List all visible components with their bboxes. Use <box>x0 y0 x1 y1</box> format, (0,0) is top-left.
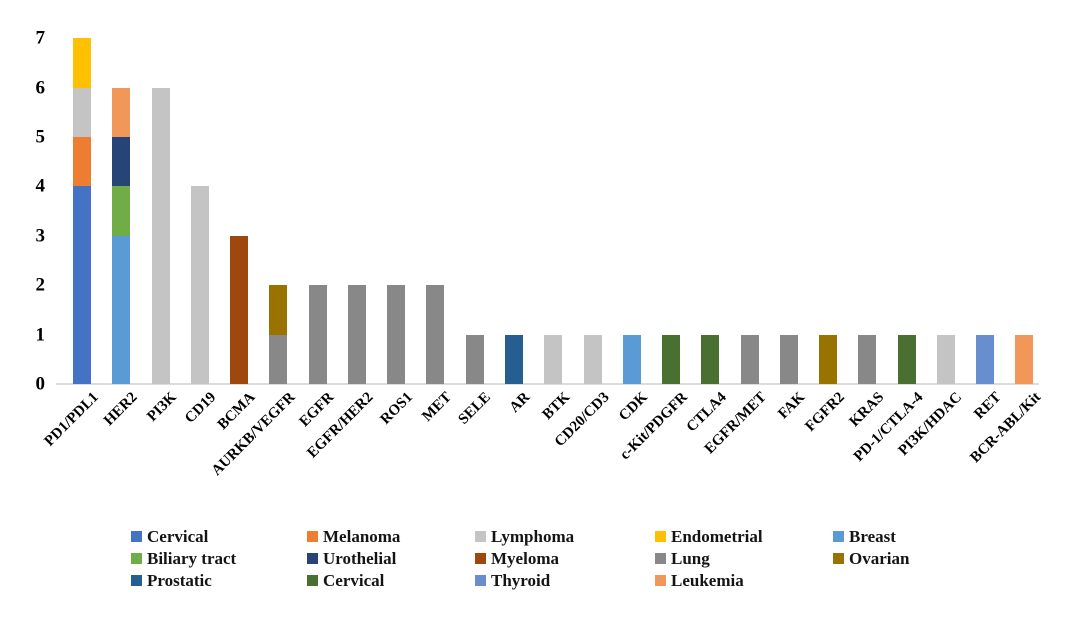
legend-item-ovarian: Ovarian <box>833 550 909 567</box>
bar-segment-lymphoma <box>544 334 563 384</box>
legend-item-urothelial: Urothelial <box>307 550 396 567</box>
bar-segment-lung <box>858 334 877 384</box>
y-tick-label: 4 <box>35 175 46 197</box>
bar-segment-leukemia <box>1015 334 1034 384</box>
bar-segment-lymphoma <box>190 186 209 384</box>
legend-swatch-icon <box>131 575 142 586</box>
legend-swatch-icon <box>475 531 486 542</box>
bar-segment-lung <box>308 285 327 384</box>
bar-segment-lung <box>465 334 484 384</box>
legend-swatch-icon <box>655 531 666 542</box>
legend-item-breast: Breast <box>833 528 896 545</box>
legend-label: Prostatic <box>147 571 212 590</box>
x-axis-line <box>56 383 1039 385</box>
legend-label: Thyroid <box>491 571 551 590</box>
legend-swatch-icon <box>307 553 318 564</box>
y-tick-label: 3 <box>35 225 46 247</box>
legend-label: Lymphoma <box>491 527 575 546</box>
legend-swatch-icon <box>475 553 486 564</box>
legend-item-cervical-2: Cervical <box>307 572 384 589</box>
legend-label: Endometrial <box>671 527 763 546</box>
legend-item-lung: Lung <box>655 550 710 567</box>
legend-label: Ovarian <box>849 549 910 568</box>
bar-segment-lung <box>387 285 406 384</box>
legend-item-cervical: Cervical <box>131 528 208 545</box>
legend-item-prostatic: Prostatic <box>131 572 212 589</box>
y-tick-label: 6 <box>35 77 46 99</box>
y-tick-label: 7 <box>35 27 46 49</box>
legend-swatch-icon <box>655 575 666 586</box>
bar-segment-breast <box>622 334 641 384</box>
legend-swatch-icon <box>131 531 142 542</box>
bar-segment-lymphoma <box>936 334 955 384</box>
y-tick-label: 1 <box>35 324 46 346</box>
legend-label: Melanoma <box>323 527 401 546</box>
legend-label: Leukemia <box>671 571 744 590</box>
y-tick-label: 2 <box>35 274 46 296</box>
legend-item-leukemia: Leukemia <box>655 572 744 589</box>
bar-segment-ovarian <box>819 334 838 384</box>
legend-swatch-icon <box>655 553 666 564</box>
bar-segment-cervical <box>73 186 91 384</box>
bar-segment-lung <box>269 334 288 384</box>
legend-label: Cervical <box>323 571 385 590</box>
legend-label: Breast <box>849 527 896 546</box>
y-tick-label: 0 <box>35 373 46 395</box>
bar-segment-cervical-2 <box>662 334 681 384</box>
legend-item-lymphoma: Lymphoma <box>475 528 574 545</box>
bar-segment-thyroid <box>976 334 995 384</box>
bar-segment-lymphoma <box>151 87 170 384</box>
bar-segment-lymphoma <box>583 334 602 384</box>
bar-segment-lung <box>740 334 759 384</box>
legend-label: Biliary tract <box>147 549 237 568</box>
legend-item-myeloma: Myeloma <box>475 550 559 567</box>
bar-segment-lung <box>779 334 798 384</box>
legend-label: Lung <box>671 549 710 568</box>
legend-swatch-icon <box>307 575 318 586</box>
bar-segment-breast <box>112 235 131 384</box>
y-tick-label: 5 <box>35 126 46 148</box>
legend-swatch-icon <box>131 553 142 564</box>
bar-segment-melanoma <box>73 137 91 187</box>
bar-segment-prostatic <box>504 334 523 384</box>
bar-segment-myeloma <box>230 235 249 384</box>
bar-segment-ovarian <box>269 285 288 335</box>
legend-swatch-icon <box>307 531 318 542</box>
legend-label: Myeloma <box>491 549 559 568</box>
legend-label: Cervical <box>147 527 209 546</box>
legend-label: Urothelial <box>323 549 397 568</box>
legend-item-thyroid: Thyroid <box>475 572 550 589</box>
bar-segment-lung <box>347 285 366 384</box>
legend-item-biliary-tract: Biliary tract <box>131 550 236 567</box>
bar-segment-cervical-2 <box>897 334 916 384</box>
legend-item-endometrial: Endometrial <box>655 528 763 545</box>
bar-segment-lung <box>426 285 445 384</box>
legend-swatch-icon <box>833 553 844 564</box>
bar-segment-lymphoma <box>73 87 91 137</box>
legend-item-melanoma: Melanoma <box>307 528 400 545</box>
legend-swatch-icon <box>475 575 486 586</box>
bar-segment-biliary-tract <box>112 186 131 236</box>
bar-segment-urothelial <box>112 137 131 187</box>
bar-segment-leukemia <box>112 87 131 137</box>
bar-segment-cervical-2 <box>701 334 720 384</box>
bar-segment-endometrial <box>73 38 91 88</box>
legend-swatch-icon <box>833 531 844 542</box>
